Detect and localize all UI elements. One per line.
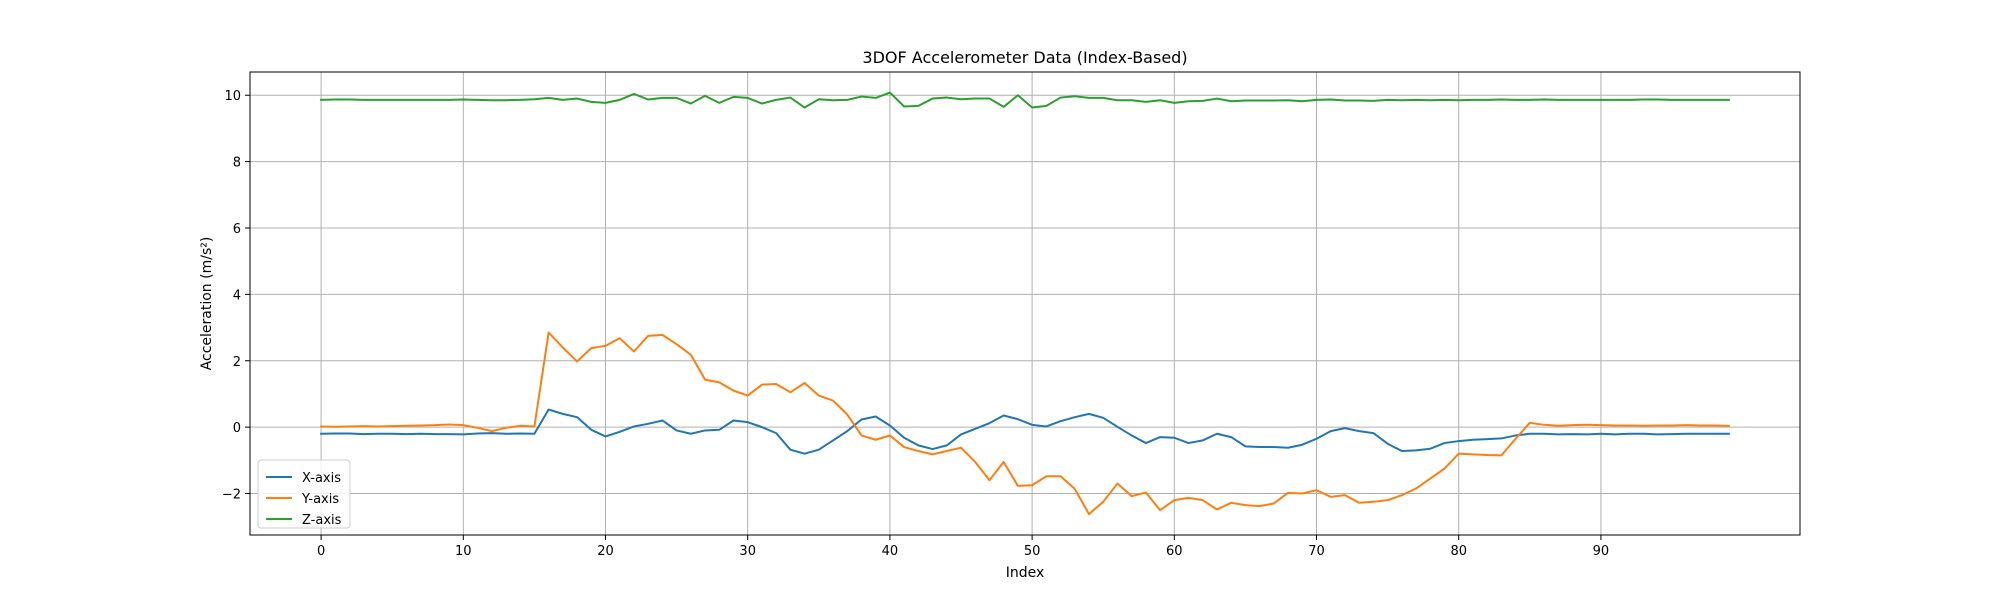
x-tick-label: 30 — [739, 544, 756, 559]
legend: X-axis Y-axis Z-axis — [257, 459, 351, 529]
y-tick-label: 2 — [233, 355, 241, 370]
x-tick-label: 80 — [1450, 544, 1467, 559]
axis-ticks: 0 10 20 30 40 50 60 70 80 90 −2 0 2 4 6 8 10 — [222, 89, 1609, 559]
x-tick-label: 20 — [597, 544, 614, 559]
series-line-x-axis — [320, 408, 1730, 455]
legend-label-z-axis: Z-axis — [302, 513, 342, 528]
x-tick-label: 0 — [317, 544, 325, 559]
y-tick-label: 0 — [233, 421, 241, 436]
grid — [250, 72, 1800, 535]
legend-label-x-axis: X-axis — [302, 471, 341, 486]
chart-title: 3DOF Accelerometer Data (Index-Based) — [862, 48, 1187, 67]
x-tick-label: 70 — [1308, 544, 1325, 559]
legend-label-y-axis: Y-axis — [301, 492, 339, 507]
x-tick-label: 60 — [1166, 544, 1183, 559]
y-tick-label: 8 — [233, 156, 241, 171]
series-line-z-axis — [320, 91, 1730, 109]
y-tick-label: 10 — [224, 89, 241, 104]
x-tick-label: 50 — [1024, 544, 1041, 559]
x-tick-label: 10 — [455, 544, 472, 559]
y-tick-label: −2 — [222, 488, 241, 503]
x-tick-label: 90 — [1593, 544, 1610, 559]
y-tick-label: 6 — [233, 222, 241, 237]
series-line-y-axis — [320, 331, 1730, 516]
x-tick-label: 40 — [882, 544, 899, 559]
plot-frame — [249, 71, 1801, 536]
y-tick-label: 4 — [233, 288, 241, 303]
series-lines — [320, 91, 1730, 516]
x-axis-title: Index — [1006, 565, 1045, 581]
y-axis-title: Acceleration (m/s²) — [199, 237, 215, 371]
